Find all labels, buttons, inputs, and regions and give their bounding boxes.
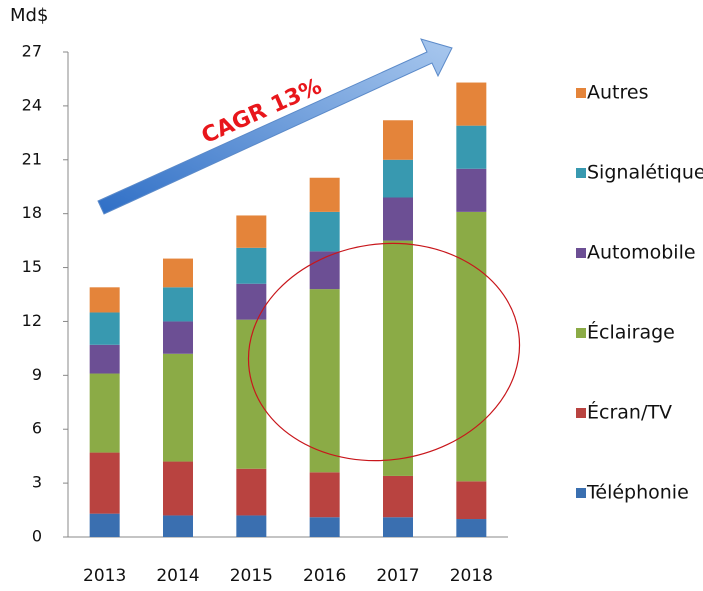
legend-label: Automobile — [587, 242, 696, 264]
y-tick-label: 0 — [32, 527, 42, 546]
x-tick-label: 2018 — [450, 566, 493, 586]
bar-segment — [236, 247, 267, 284]
bar-segment — [383, 197, 413, 241]
bar-segment — [309, 289, 340, 473]
bar-segment — [89, 287, 120, 313]
bar-segment — [236, 319, 267, 469]
bar-segment — [236, 515, 267, 537]
bar-segment — [163, 515, 193, 537]
bar-segment — [383, 240, 413, 476]
bar-segment — [236, 283, 267, 320]
bar-segment — [456, 125, 487, 169]
legend-swatch — [576, 88, 586, 98]
bar-segment — [163, 287, 193, 322]
y-tick-label: 6 — [32, 419, 42, 438]
bar-segment — [236, 215, 267, 248]
bar-segment — [163, 258, 193, 288]
bar-segment — [456, 168, 487, 212]
growth-arrow — [97, 38, 453, 215]
bar-segment — [163, 321, 193, 354]
bar-segment — [89, 452, 120, 514]
y-axis-label: Md$ — [10, 5, 48, 26]
legend-label: Téléphonie — [586, 482, 689, 504]
legend-swatch — [576, 248, 586, 258]
bar-segment — [456, 519, 487, 537]
bar-segment — [383, 120, 413, 160]
bar-segment — [89, 312, 120, 345]
legend-label: Signalétique — [587, 162, 703, 184]
bar-segment — [89, 513, 120, 537]
bar-segment — [456, 82, 487, 126]
bar-segment — [309, 472, 340, 518]
y-tick-label: 15 — [22, 257, 42, 276]
y-tick-label: 12 — [22, 311, 42, 330]
bar-segment — [89, 344, 120, 374]
bar-segment — [89, 373, 120, 453]
legend-swatch — [576, 408, 586, 418]
y-tick-label: 21 — [22, 149, 42, 168]
x-tick-label: 2016 — [303, 566, 346, 586]
y-tick-label: 9 — [32, 365, 42, 384]
y-tick-label: 18 — [22, 203, 42, 222]
bar-segment — [456, 211, 487, 482]
x-tick-label: 2013 — [83, 566, 126, 586]
legend-label: Éclairage — [587, 321, 675, 344]
bar-segment — [456, 481, 487, 520]
bar-segment — [163, 353, 193, 462]
x-tick-label: 2017 — [376, 566, 419, 586]
legend-swatch — [576, 488, 586, 498]
bar-segment — [383, 159, 413, 198]
legend-label: Écran/TV — [587, 401, 672, 424]
bar-segment — [236, 468, 267, 516]
legend-swatch — [576, 328, 586, 338]
legend-swatch — [576, 168, 586, 178]
legend-label: Autres — [587, 82, 648, 104]
highlight-ellipse — [247, 242, 521, 462]
bar-segment — [383, 517, 413, 537]
y-tick-label: 27 — [22, 42, 42, 61]
bar-segment — [309, 211, 340, 252]
x-tick-label: 2014 — [156, 566, 199, 586]
y-tick-label: 3 — [32, 473, 42, 492]
bar-segment — [309, 517, 340, 537]
bar-segment — [163, 461, 193, 516]
x-tick-label: 2015 — [230, 566, 273, 586]
plot-area: 0 3 6 9 12 15 18 21 24 27 2013 2014 2015 2016 2017 2018… — [22, 42, 703, 587]
y-tick-label: 24 — [22, 95, 42, 114]
bar-segment — [383, 475, 413, 518]
bar-segment — [309, 177, 340, 212]
